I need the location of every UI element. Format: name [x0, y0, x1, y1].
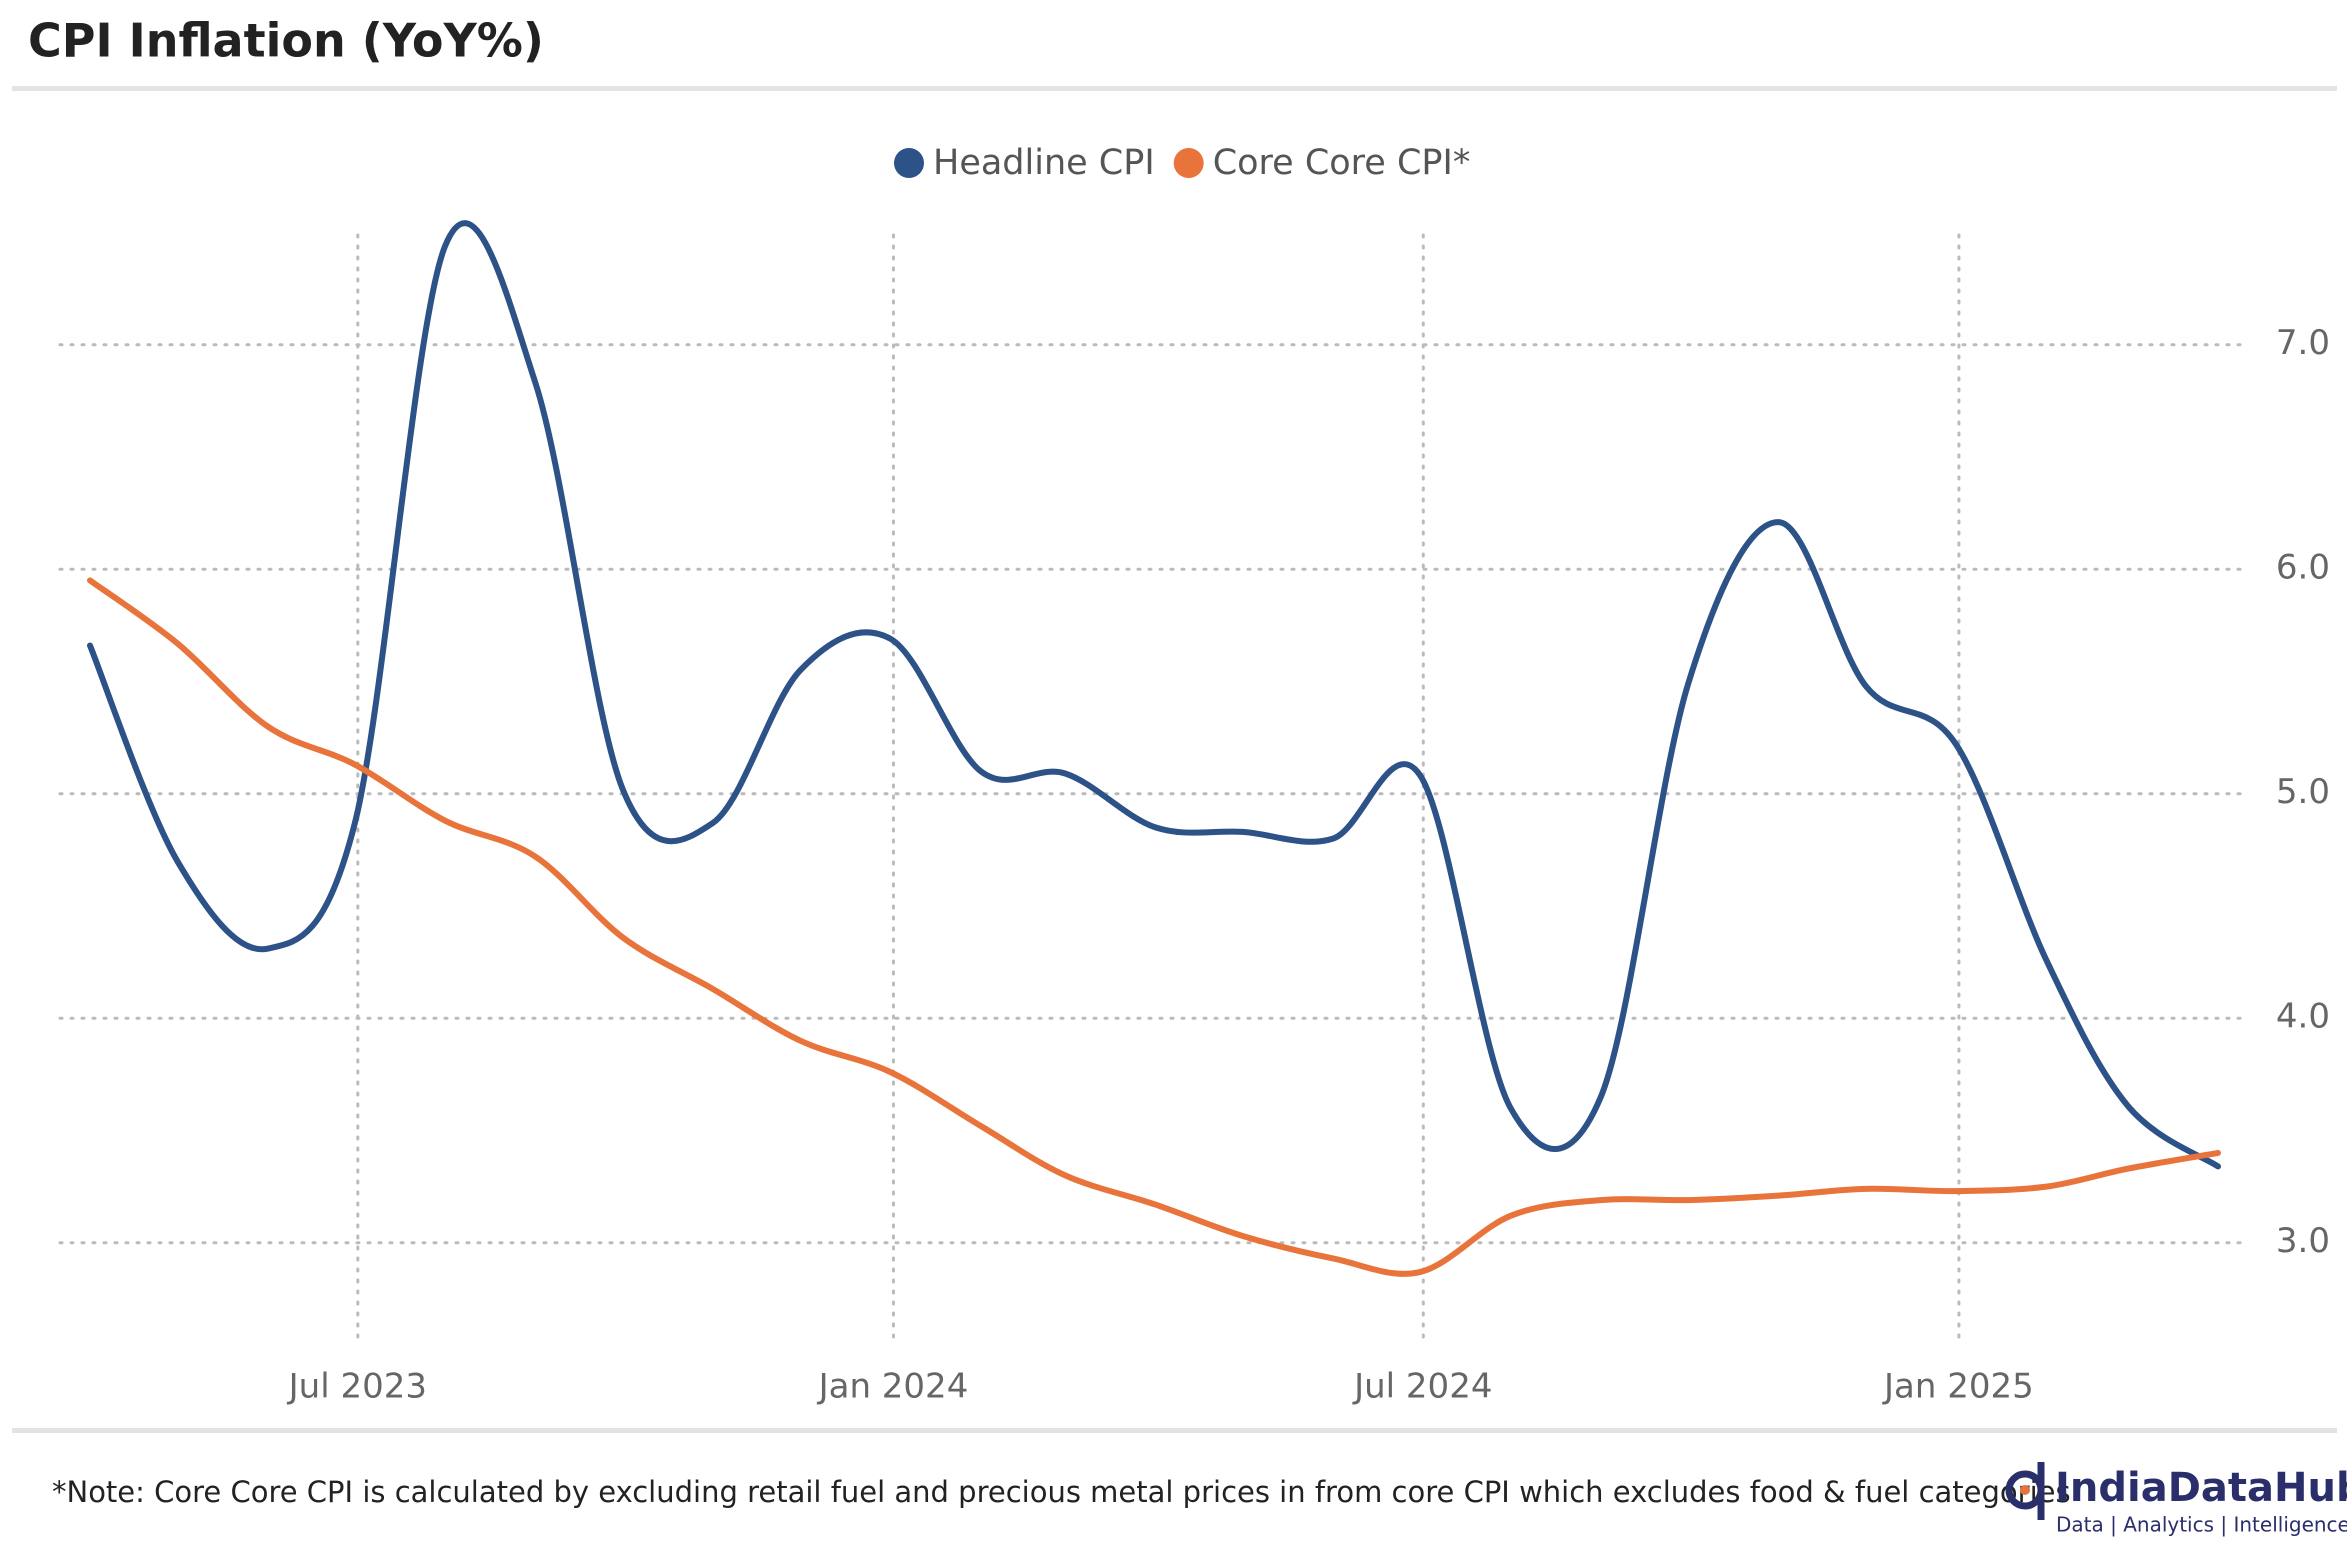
brand-tagline: Data | Analytics | Intelligence — [2056, 1513, 2347, 1537]
legend-marker — [894, 148, 924, 178]
brand-name: IndiaDataHub — [2055, 1465, 2347, 1511]
logo: IndiaDataHub Data | Analytics | Intellig… — [2005, 1462, 2347, 1537]
legend-label: Core Core CPI* — [1213, 143, 1471, 183]
header-rule — [12, 86, 2337, 91]
y-tick-label: 3.0 — [2276, 1221, 2330, 1261]
legend-marker — [1173, 148, 1204, 178]
x-tick-label: Jul 2024 — [1352, 1367, 1492, 1407]
x-tick-label: Jul 2023 — [287, 1367, 427, 1407]
series-line — [87, 220, 2221, 1170]
x-tick-label: Jan 2025 — [1882, 1367, 2034, 1407]
logo-icon — [2020, 1485, 2030, 1495]
y-tick-label: 7.0 — [2276, 323, 2330, 363]
y-tick-label: 4.0 — [2276, 997, 2330, 1037]
legend: Headline CPI Core Core CPI* — [894, 143, 1470, 183]
y-tick-label: 5.0 — [2276, 772, 2330, 812]
y-tick-label: 6.0 — [2276, 548, 2330, 588]
series-line — [87, 577, 2221, 1277]
x-tick-label: Jan 2024 — [817, 1367, 969, 1407]
legend-label: Headline CPI — [933, 143, 1155, 183]
footer-rule — [12, 1428, 2337, 1433]
chart-title: CPI Inflation (YoY%) — [28, 14, 544, 68]
note: *Note: Core Core CPI is calculated by ex… — [52, 1475, 2071, 1509]
